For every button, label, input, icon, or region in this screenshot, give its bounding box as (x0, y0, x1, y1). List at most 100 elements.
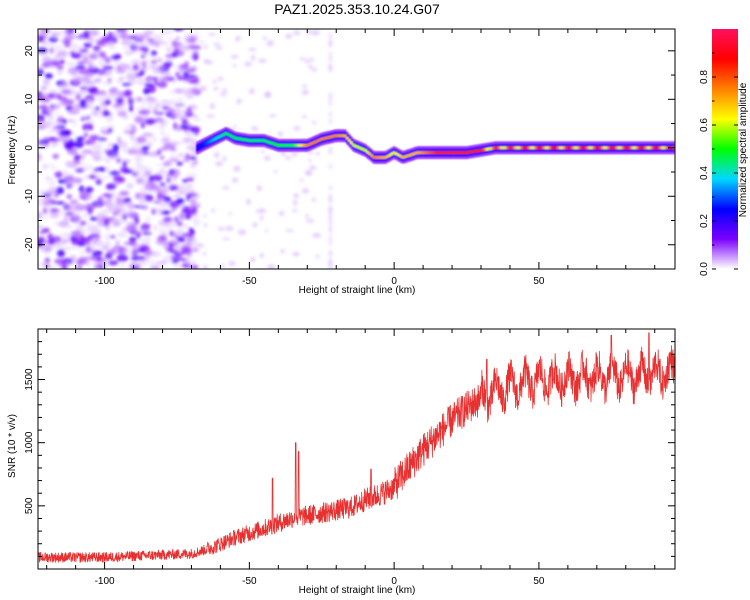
ridge-cell (558, 146, 562, 150)
noise-cell (155, 42, 160, 48)
ridge-cell (260, 139, 264, 142)
noise-cell (328, 239, 333, 246)
ridge-cell (242, 138, 246, 141)
noise-cell (176, 75, 186, 81)
ridge-cell (471, 150, 475, 153)
ridge-cell (360, 147, 363, 150)
noise-cell (38, 190, 48, 195)
colorbar-label: Normalized spectral amplitude (738, 82, 749, 217)
noise-cell (123, 129, 134, 134)
noise-cell (88, 106, 98, 110)
ridge-cell (303, 144, 307, 147)
noise-cell (219, 92, 228, 97)
noise-cell (134, 158, 143, 165)
noise-cell (133, 149, 143, 155)
ridge-cell (356, 145, 359, 149)
ridge-cell (299, 144, 302, 147)
noise-cell (157, 80, 168, 88)
noise-cell (153, 200, 162, 204)
ridge-cell (392, 151, 396, 155)
noise-cell (57, 249, 65, 258)
ridge-cell (382, 156, 386, 159)
noise-cell (262, 36, 267, 40)
snr-y-axis-label: SNR (10 * v/v) (7, 414, 18, 478)
noise-cell (307, 64, 313, 69)
ridge-cell (498, 146, 501, 150)
noise-cell (135, 72, 144, 78)
noise-cell (328, 184, 333, 191)
noise-cell (83, 42, 93, 48)
y-tick-label: 0 (24, 145, 35, 151)
noise-cell (121, 82, 132, 86)
colorbar-tick-label: 0.4 (699, 166, 710, 180)
noise-cell (175, 71, 181, 77)
noise-cell (308, 165, 317, 171)
ridge-cell (386, 154, 390, 158)
noise-cell (165, 173, 172, 180)
noise-cell (162, 41, 169, 47)
noise-cell (138, 260, 147, 266)
ridge-cell (573, 146, 576, 150)
noise-cell (122, 34, 132, 43)
ridge-cell (226, 132, 230, 136)
noise-cell (158, 167, 167, 176)
noise-cell (311, 29, 320, 36)
ridge-cell (631, 146, 635, 150)
noise-cell (161, 120, 166, 127)
noise-cell (159, 198, 166, 204)
noise-cell (274, 170, 278, 174)
noise-cell (145, 216, 152, 223)
noise-cell (70, 40, 77, 49)
noise-cell (88, 31, 101, 36)
noise-cell (186, 251, 193, 258)
noise-cell (93, 78, 102, 83)
noise-cell (186, 144, 198, 149)
ridge-cell (550, 146, 554, 150)
noise-cell (71, 77, 83, 84)
noise-cell (189, 126, 201, 134)
noise-cell (191, 164, 196, 169)
noise-cell (328, 91, 333, 98)
noise-cell (40, 86, 47, 90)
noise-cell (47, 93, 55, 99)
noise-cell (261, 149, 265, 154)
noise-cell (81, 80, 89, 89)
noise-cell (328, 51, 333, 58)
noise-cell (134, 192, 140, 200)
ridge-cell (443, 151, 446, 154)
noise-cell (190, 204, 195, 210)
ridge-cell (279, 144, 282, 147)
noise-cell (59, 232, 70, 240)
x-tick-label: 0 (391, 576, 397, 587)
noise-cell (46, 115, 55, 120)
colorbar: 0.0 0.2 0.4 0.6 0.8 Normalized spectral ampl… (699, 29, 749, 276)
spectrogram-noise-cells (38, 29, 333, 269)
noise-cell (63, 176, 73, 180)
noise-cell (166, 46, 172, 53)
ridge-cell (408, 153, 412, 157)
ridge-cell (311, 141, 315, 145)
noise-cell (71, 74, 80, 78)
noise-cell (142, 107, 152, 112)
noise-cell (74, 231, 82, 239)
noise-cell (147, 151, 153, 157)
noise-cell (68, 119, 74, 123)
ridge-cell (528, 146, 531, 150)
noise-cell (38, 225, 44, 229)
noise-cell (328, 40, 333, 47)
ridge-cell (258, 139, 262, 142)
ridge-cell (469, 150, 473, 154)
ridge-cell (494, 146, 497, 150)
ridge-cell (238, 137, 242, 141)
noise-cell (49, 166, 59, 171)
noise-cell (148, 175, 154, 183)
noise-cell (186, 240, 192, 247)
noise-cell (53, 153, 58, 160)
ridge-cell (240, 137, 244, 141)
noise-cell (312, 232, 322, 238)
noise-cell (117, 177, 126, 184)
noise-cell (328, 224, 333, 231)
noise-cell (101, 129, 111, 135)
y-tick-label: 1000 (24, 431, 35, 454)
